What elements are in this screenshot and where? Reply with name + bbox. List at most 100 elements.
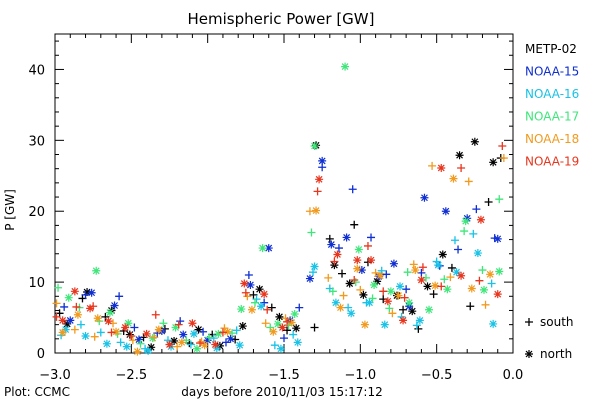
south-point: [250, 298, 259, 307]
north-point: [441, 207, 450, 216]
north-point: [425, 305, 434, 314]
north-point: [354, 245, 363, 254]
south-point: [339, 291, 348, 300]
south-point: [128, 336, 137, 345]
north-point: [125, 330, 134, 339]
south-point: [261, 319, 270, 328]
south-point: [205, 333, 214, 342]
south-point: [402, 285, 411, 294]
south-point: [309, 268, 318, 277]
north-point: [148, 334, 157, 343]
north-point: [70, 287, 79, 296]
north-point: [493, 234, 502, 243]
north-point: [194, 325, 203, 334]
marker-legend-label: north: [540, 347, 572, 361]
south-point: [446, 273, 455, 282]
south-point: [232, 326, 241, 335]
y-tick-label: 20: [28, 205, 45, 220]
north-point: [124, 319, 133, 328]
north-point: [278, 323, 287, 332]
north-point: [431, 281, 440, 290]
y-tick-label: 0: [37, 347, 45, 362]
north-point: [461, 217, 470, 226]
south-point: [270, 341, 279, 350]
north-point: [264, 244, 273, 253]
south-point: [348, 185, 357, 194]
south-point: [334, 244, 343, 253]
south-point: [356, 285, 365, 294]
north-point: [258, 244, 267, 253]
south-point: [174, 320, 183, 329]
south-point: [418, 263, 427, 272]
north-point: [359, 290, 368, 299]
north-point: [293, 338, 302, 347]
south-point: [351, 278, 360, 287]
legend: METP-02 NOAA-15 NOAA-16 NOAA-17 NOAA-18 NOAA-…: [525, 42, 579, 169]
south-point: [498, 142, 507, 151]
north-point: [144, 346, 153, 355]
north-point: [246, 280, 255, 289]
north-point: [273, 319, 282, 328]
north-point: [360, 320, 369, 329]
north-point: [438, 250, 447, 259]
legend-entry: NOAA-15: [525, 65, 579, 79]
north-point: [452, 268, 461, 277]
south-point: [289, 330, 298, 339]
north-point: [345, 279, 354, 288]
north-point: [341, 62, 350, 71]
north-point: [275, 312, 284, 321]
south-point: [266, 323, 275, 332]
south-point: [495, 195, 504, 204]
north-point: [353, 264, 362, 273]
north-point: [58, 328, 67, 337]
marker-legend-symbol: [525, 350, 533, 358]
north-point: [237, 305, 246, 314]
north-point: [310, 262, 319, 271]
south-point: [403, 268, 412, 277]
north-point: [449, 174, 458, 183]
north-point: [81, 331, 90, 340]
north-point: [331, 298, 340, 307]
south-point: [199, 327, 208, 336]
north-point: [467, 284, 476, 293]
north-point: [200, 341, 209, 350]
south-point: [127, 331, 136, 340]
north-point: [327, 240, 336, 249]
north-point: [260, 290, 269, 299]
north-point: [493, 290, 502, 299]
south-point: [173, 342, 182, 351]
north-point: [238, 322, 247, 331]
north-point: [423, 282, 432, 291]
legend-entry: NOAA-19: [525, 155, 579, 169]
south-point: [70, 325, 79, 334]
south-point: [464, 177, 473, 186]
north-point: [121, 323, 130, 332]
north-point: [417, 275, 426, 284]
south-point: [379, 287, 388, 296]
south-point: [249, 290, 258, 299]
south-point: [437, 282, 446, 291]
north-point: [357, 266, 366, 275]
north-point: [333, 250, 342, 259]
north-point: [318, 156, 327, 165]
north-point: [373, 277, 382, 286]
south-point: [96, 328, 105, 337]
north-point: [396, 282, 405, 291]
south-point: [328, 287, 337, 296]
north-point: [463, 214, 472, 223]
north-point: [489, 319, 498, 328]
south-point: [52, 299, 61, 308]
north-point: [104, 317, 113, 326]
north-point: [287, 318, 296, 327]
north-point: [312, 206, 321, 215]
y-tick-label: 40: [28, 63, 45, 78]
north-point: [495, 267, 504, 276]
south-point: [428, 161, 437, 170]
north-point: [235, 341, 244, 350]
north-point: [310, 142, 319, 151]
south-point: [136, 339, 145, 348]
series-metp-02: [55, 137, 505, 352]
north-point: [367, 256, 376, 265]
north-point: [215, 341, 224, 350]
south-point: [151, 310, 160, 319]
